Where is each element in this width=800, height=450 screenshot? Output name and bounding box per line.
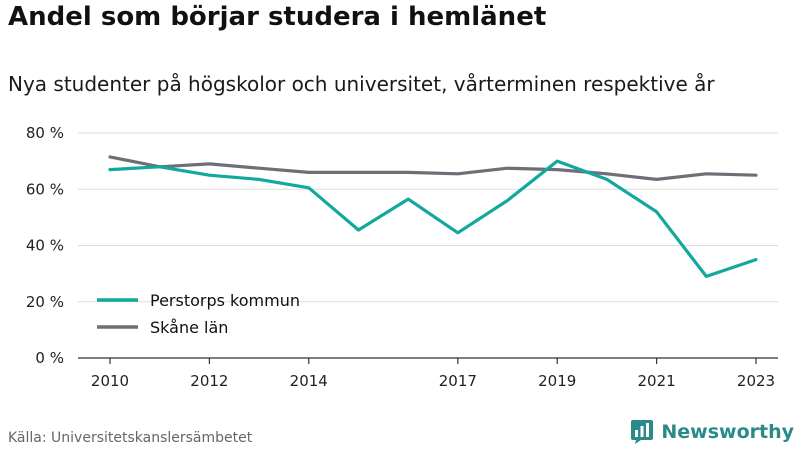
legend-label: Skåne län xyxy=(150,318,228,337)
newsworthy-logo-icon xyxy=(631,420,654,444)
series-line-perstorp xyxy=(108,159,758,278)
chart-subtitle: Nya studenter på högskolor och universit… xyxy=(8,72,715,96)
x-axis: 2010 2012 2014 2017 2019 2021 2023 xyxy=(78,357,778,390)
y-tick-label: 0 % xyxy=(35,349,64,367)
series-lines xyxy=(108,155,758,278)
line-chart: 0 % 20 % 40 % 60 % 80 % 2010 2012 2014 2017 2019… xyxy=(26,124,778,390)
y-axis-tick-labels: 0 % 20 % 40 % 60 % 80 % xyxy=(26,124,64,367)
x-tick-label: 2019 xyxy=(538,372,576,390)
legend-label: Perstorps kommun xyxy=(150,291,300,310)
x-tick-label: 2017 xyxy=(439,372,477,390)
y-tick-label: 80 % xyxy=(26,124,64,142)
x-tick-label: 2014 xyxy=(290,372,328,390)
legend: Perstorps kommun Skåne län xyxy=(97,291,300,337)
x-tick-label: 2010 xyxy=(91,372,129,390)
y-tick-label: 40 % xyxy=(26,237,64,255)
x-tick-label: 2021 xyxy=(638,372,676,390)
x-tick-label: 2012 xyxy=(190,372,228,390)
x-tick-label: 2023 xyxy=(737,372,775,390)
source-note: Källa: Universitetskanslersämbetet xyxy=(8,430,253,446)
chart-title: Andel som börjar studera i hemlänet xyxy=(8,2,547,32)
brand-name: Newsworthy xyxy=(661,421,794,443)
y-tick-label: 20 % xyxy=(26,293,64,311)
gridlines xyxy=(78,132,778,303)
y-tick-label: 60 % xyxy=(26,180,64,198)
series-line-skane xyxy=(108,155,758,181)
brand-logo: Newsworthy xyxy=(630,419,794,445)
